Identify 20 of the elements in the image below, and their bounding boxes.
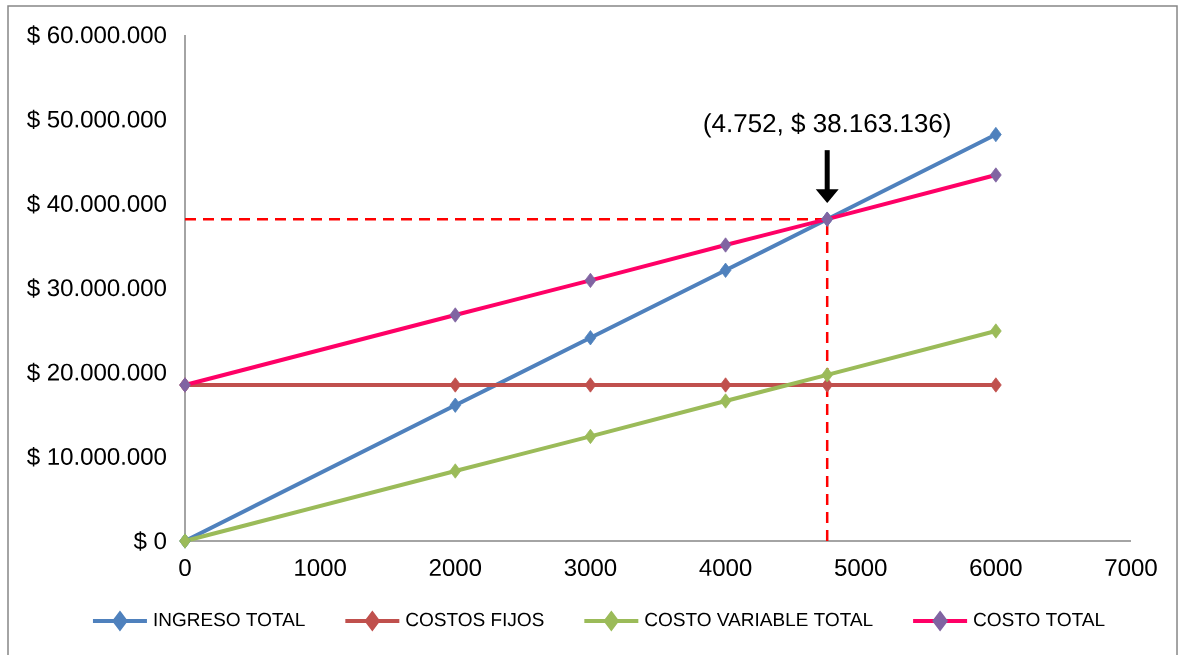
y-tick-label: $ 10.000.000 [27, 446, 166, 467]
x-tick-label: 1000 [295, 559, 346, 577]
y-tick-label: $ 30.000.000 [27, 278, 166, 298]
y-tick-label: $ 20.000.000 [27, 362, 166, 383]
y-tick-label: $ 60.000.000 [27, 25, 166, 45]
y-tick-label: $ 50.000.000 [27, 109, 166, 130]
x-tick-label: 6000 [970, 559, 1022, 577]
legend-label: COSTO TOTAL [974, 612, 1105, 627]
legend-label: COSTO VARIABLE TOTAL [645, 612, 873, 627]
legend-label: INGRESO TOTAL [154, 612, 305, 627]
x-tick-label: 3000 [564, 559, 617, 577]
x-tick-label: 5000 [834, 559, 887, 577]
x-tick-label: 4000 [699, 559, 752, 577]
x-tick-label: 7000 [1105, 559, 1157, 577]
x-tick-label: 2000 [429, 559, 482, 577]
y-tick-label: $ 40.000.000 [27, 193, 166, 214]
x-tick-label: 0 [179, 559, 191, 577]
legend-label: COSTOS FIJOS [406, 612, 544, 627]
y-tick-label: $ 0 [133, 531, 166, 551]
annotation: (4.752, $ 38.163.136) [704, 112, 950, 138]
